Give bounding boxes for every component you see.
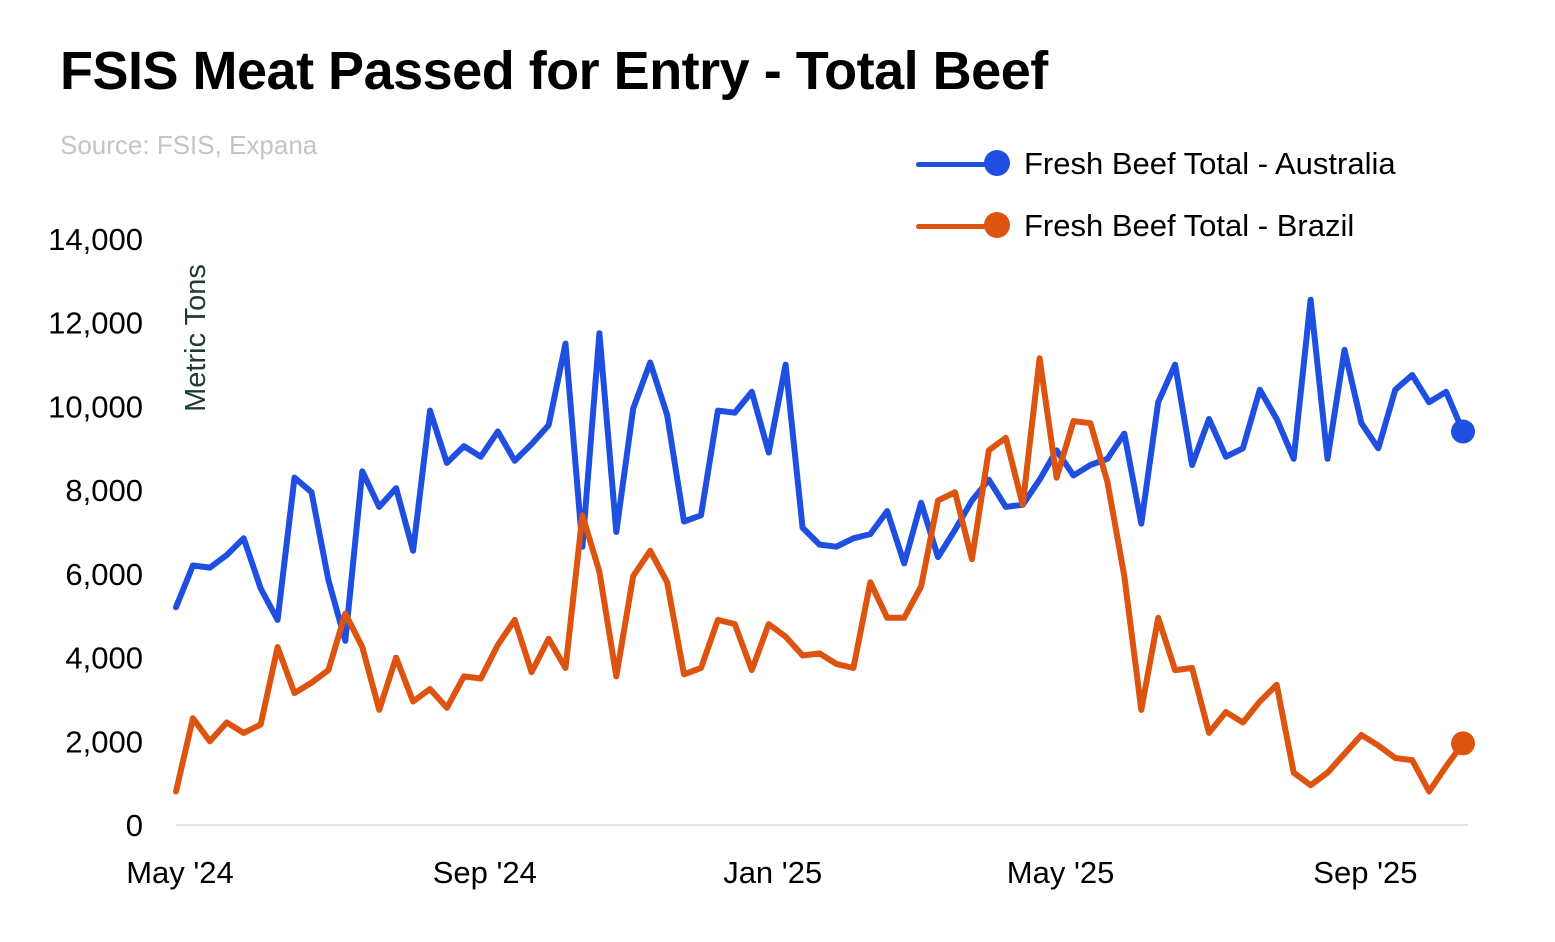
- series-end-marker-brazil: [1451, 731, 1475, 756]
- y-tick-label: 0: [126, 808, 143, 843]
- y-tick-label: 4,000: [65, 641, 143, 676]
- y-tick-label: 6,000: [65, 557, 143, 592]
- legend-swatch-brazil: [916, 212, 1010, 238]
- chart-source: Source: FSIS, Expana: [60, 130, 318, 160]
- legend-item-brazil[interactable]: Fresh Beef Total - Brazil: [916, 206, 1354, 246]
- legend-label-australia: Fresh Beef Total - Australia: [1024, 146, 1396, 181]
- y-tick-label: 2,000: [65, 724, 143, 759]
- y-tick-label: 14,000: [48, 222, 143, 257]
- legend-item-australia[interactable]: Fresh Beef Total - Australia: [916, 144, 1396, 184]
- x-tick-labels: May '24 Sep '24 Jan '25 May '25 Sep '25: [126, 855, 1417, 890]
- y-tick-label: 10,000: [48, 389, 143, 424]
- chart-title: FSIS Meat Passed for Entry - Total Beef: [60, 41, 1048, 101]
- legend-label-brazil: Fresh Beef Total - Brazil: [1024, 208, 1355, 243]
- legend-swatch-australia: [916, 150, 1010, 176]
- y-tick-labels: 0 2,000 4,000 6,000 8,000 10,000 12,000 14,000: [48, 222, 143, 843]
- x-tick-label: Jan '25: [723, 855, 822, 890]
- y-axis-label: Metric Tons: [180, 264, 212, 412]
- series-line-brazil: [173, 355, 1466, 795]
- x-tick-label: May '25: [1007, 855, 1115, 890]
- y-tick-label: 8,000: [65, 473, 143, 508]
- series-line-australia: [173, 296, 1466, 644]
- x-tick-label: May '24: [126, 855, 234, 890]
- series-end-marker-australia: [1451, 419, 1475, 444]
- x-tick-label: Sep '24: [433, 855, 537, 890]
- x-tick-label: Sep '25: [1313, 855, 1417, 890]
- y-tick-label: 12,000: [48, 306, 143, 341]
- series-lines: [173, 296, 1475, 795]
